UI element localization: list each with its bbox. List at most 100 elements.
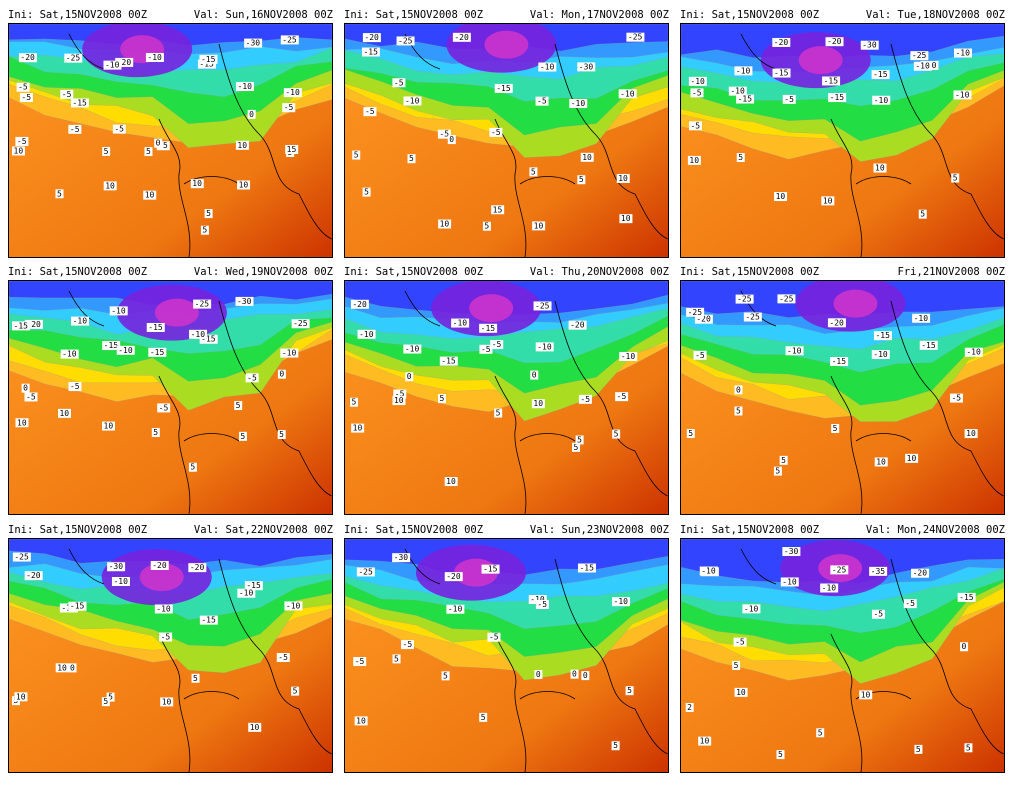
contour-label-box: [244, 38, 263, 48]
contour-label-text: 5: [190, 463, 195, 472]
contour-label-text: -25: [745, 313, 760, 322]
contour-label: -5: [157, 403, 171, 413]
valid-time-label: Val: Sat,22NOV2008 00Z: [193, 524, 333, 536]
contour-label: 10: [619, 214, 633, 224]
contour-label: -20: [24, 319, 43, 329]
contour-label: -5: [363, 107, 377, 117]
contour-label: 10: [15, 418, 29, 428]
temperature-map: -15-10-30-25-35-20-15-10-5-10-10-5-55101…: [680, 538, 1005, 773]
contour-label: 0: [21, 383, 30, 393]
contour-label-text: 0: [23, 384, 28, 393]
valid-time-label: Val: Thu,20NOV2008 00Z: [529, 266, 669, 278]
valid-time-label: Val: Mon,17NOV2008 00Z: [529, 9, 669, 21]
contour-label: 0: [734, 385, 743, 395]
contour-label-box: [535, 96, 549, 106]
contour-label: -5: [112, 124, 126, 134]
cold-core-center: [469, 294, 514, 323]
contour-label-box: [782, 547, 801, 557]
contour-label: -15: [70, 98, 89, 108]
contour-label-text: 5: [738, 153, 743, 162]
contour-label-box: [188, 563, 207, 573]
contour-label: -15: [830, 356, 849, 366]
contour-label-box: [780, 577, 799, 587]
contour-label-box: [569, 98, 588, 108]
contour-label-text: -10: [448, 605, 463, 614]
contour-label: -10: [109, 306, 128, 316]
contour-label-text: -5: [537, 97, 547, 106]
contour-label-text: -10: [286, 601, 301, 610]
contour-label-box: [482, 221, 491, 231]
contour-label: 10: [438, 219, 452, 229]
contour-label-text: -15: [921, 341, 936, 350]
contour-label-box: [828, 93, 847, 103]
contour-label-box: [19, 93, 33, 103]
contour-label-text: -10: [147, 53, 162, 62]
contour-label: -10: [742, 604, 761, 614]
contour-label-box: [444, 477, 458, 487]
contour-label-box: [280, 348, 299, 358]
contour-label: -5: [690, 88, 704, 98]
contour-label-text: -10: [914, 314, 929, 323]
contour-label-box: [616, 173, 630, 183]
contour-label: 5: [779, 455, 788, 465]
contour-label: -5: [782, 94, 796, 104]
contour-label-text: -20: [829, 318, 844, 327]
contour-label: -15: [822, 76, 841, 86]
contour-label: -20: [911, 568, 930, 578]
contour-label-text: 10: [162, 697, 172, 706]
contour-label: -5: [159, 632, 173, 642]
contour-label-text: -10: [614, 597, 629, 606]
contour-label-text: -10: [282, 349, 297, 358]
contour-label: -10: [535, 342, 554, 352]
contour-label-box: [577, 563, 596, 573]
contour-label-text: 5: [439, 394, 444, 403]
contour-label-box: [535, 600, 549, 610]
panel-header: Ini: Sat,15NOV2008 00Z Val: Thu,20NOV2008…: [344, 265, 669, 280]
contour-label-text: -30: [109, 562, 124, 571]
map-canvas: -20 -25 -20-10-15-30 -25-5-15-10-5-15-10-10…: [9, 24, 332, 257]
contour-label: 2: [685, 703, 694, 713]
contour-label: -5: [156, 141, 170, 151]
contour-label-box: [396, 36, 415, 46]
contour-label: -25: [12, 552, 31, 562]
contour-label-box: [830, 356, 849, 366]
contour-label: 5: [529, 167, 538, 177]
contour-label-text: -5: [247, 373, 257, 382]
contour-label-box: [115, 57, 134, 67]
contour-label-box: [919, 340, 938, 350]
contour-label-box: [107, 562, 126, 572]
contour-label-box: [698, 736, 712, 746]
contour-label-box: [494, 83, 513, 93]
contour-label-box: [190, 179, 204, 189]
contour-label: -15: [494, 83, 513, 93]
contour-label-text: -15: [150, 348, 165, 357]
contour-label: 5: [575, 435, 584, 445]
init-time-label: Ini: Sat,15NOV2008 00Z: [344, 524, 484, 536]
contour-label-box: [24, 392, 38, 402]
contour-label-box: [911, 568, 930, 578]
contour-label-text: -5: [617, 392, 627, 401]
contour-label-box: [619, 351, 638, 361]
contour-label-box: [734, 66, 753, 76]
contour-label-text: 10: [59, 409, 69, 418]
contour-label-text: 15: [493, 205, 503, 214]
contour-label-text: 10: [446, 477, 456, 486]
contour-label-box: [101, 697, 110, 707]
contour-label-box: [910, 51, 929, 61]
contour-label-text: -5: [784, 95, 794, 104]
contour-label: 10: [190, 179, 204, 189]
contour-label: 5: [204, 209, 213, 219]
contour-label-box: [619, 214, 633, 224]
contour-label-box: [197, 59, 216, 69]
contour-label-text: -5: [26, 392, 36, 401]
contour-label-box: [363, 107, 377, 117]
contour-label-text: 5: [577, 435, 582, 444]
contour-label: 5: [964, 743, 973, 753]
contour-label: -10: [569, 98, 588, 108]
contour-label-text: 5: [818, 728, 823, 737]
contour-label-text: 5: [206, 209, 211, 218]
contour-label: -10: [236, 82, 255, 92]
contour-label: 0: [534, 670, 543, 680]
contour-label: -5: [487, 632, 501, 642]
contour-label: -10: [872, 95, 891, 105]
